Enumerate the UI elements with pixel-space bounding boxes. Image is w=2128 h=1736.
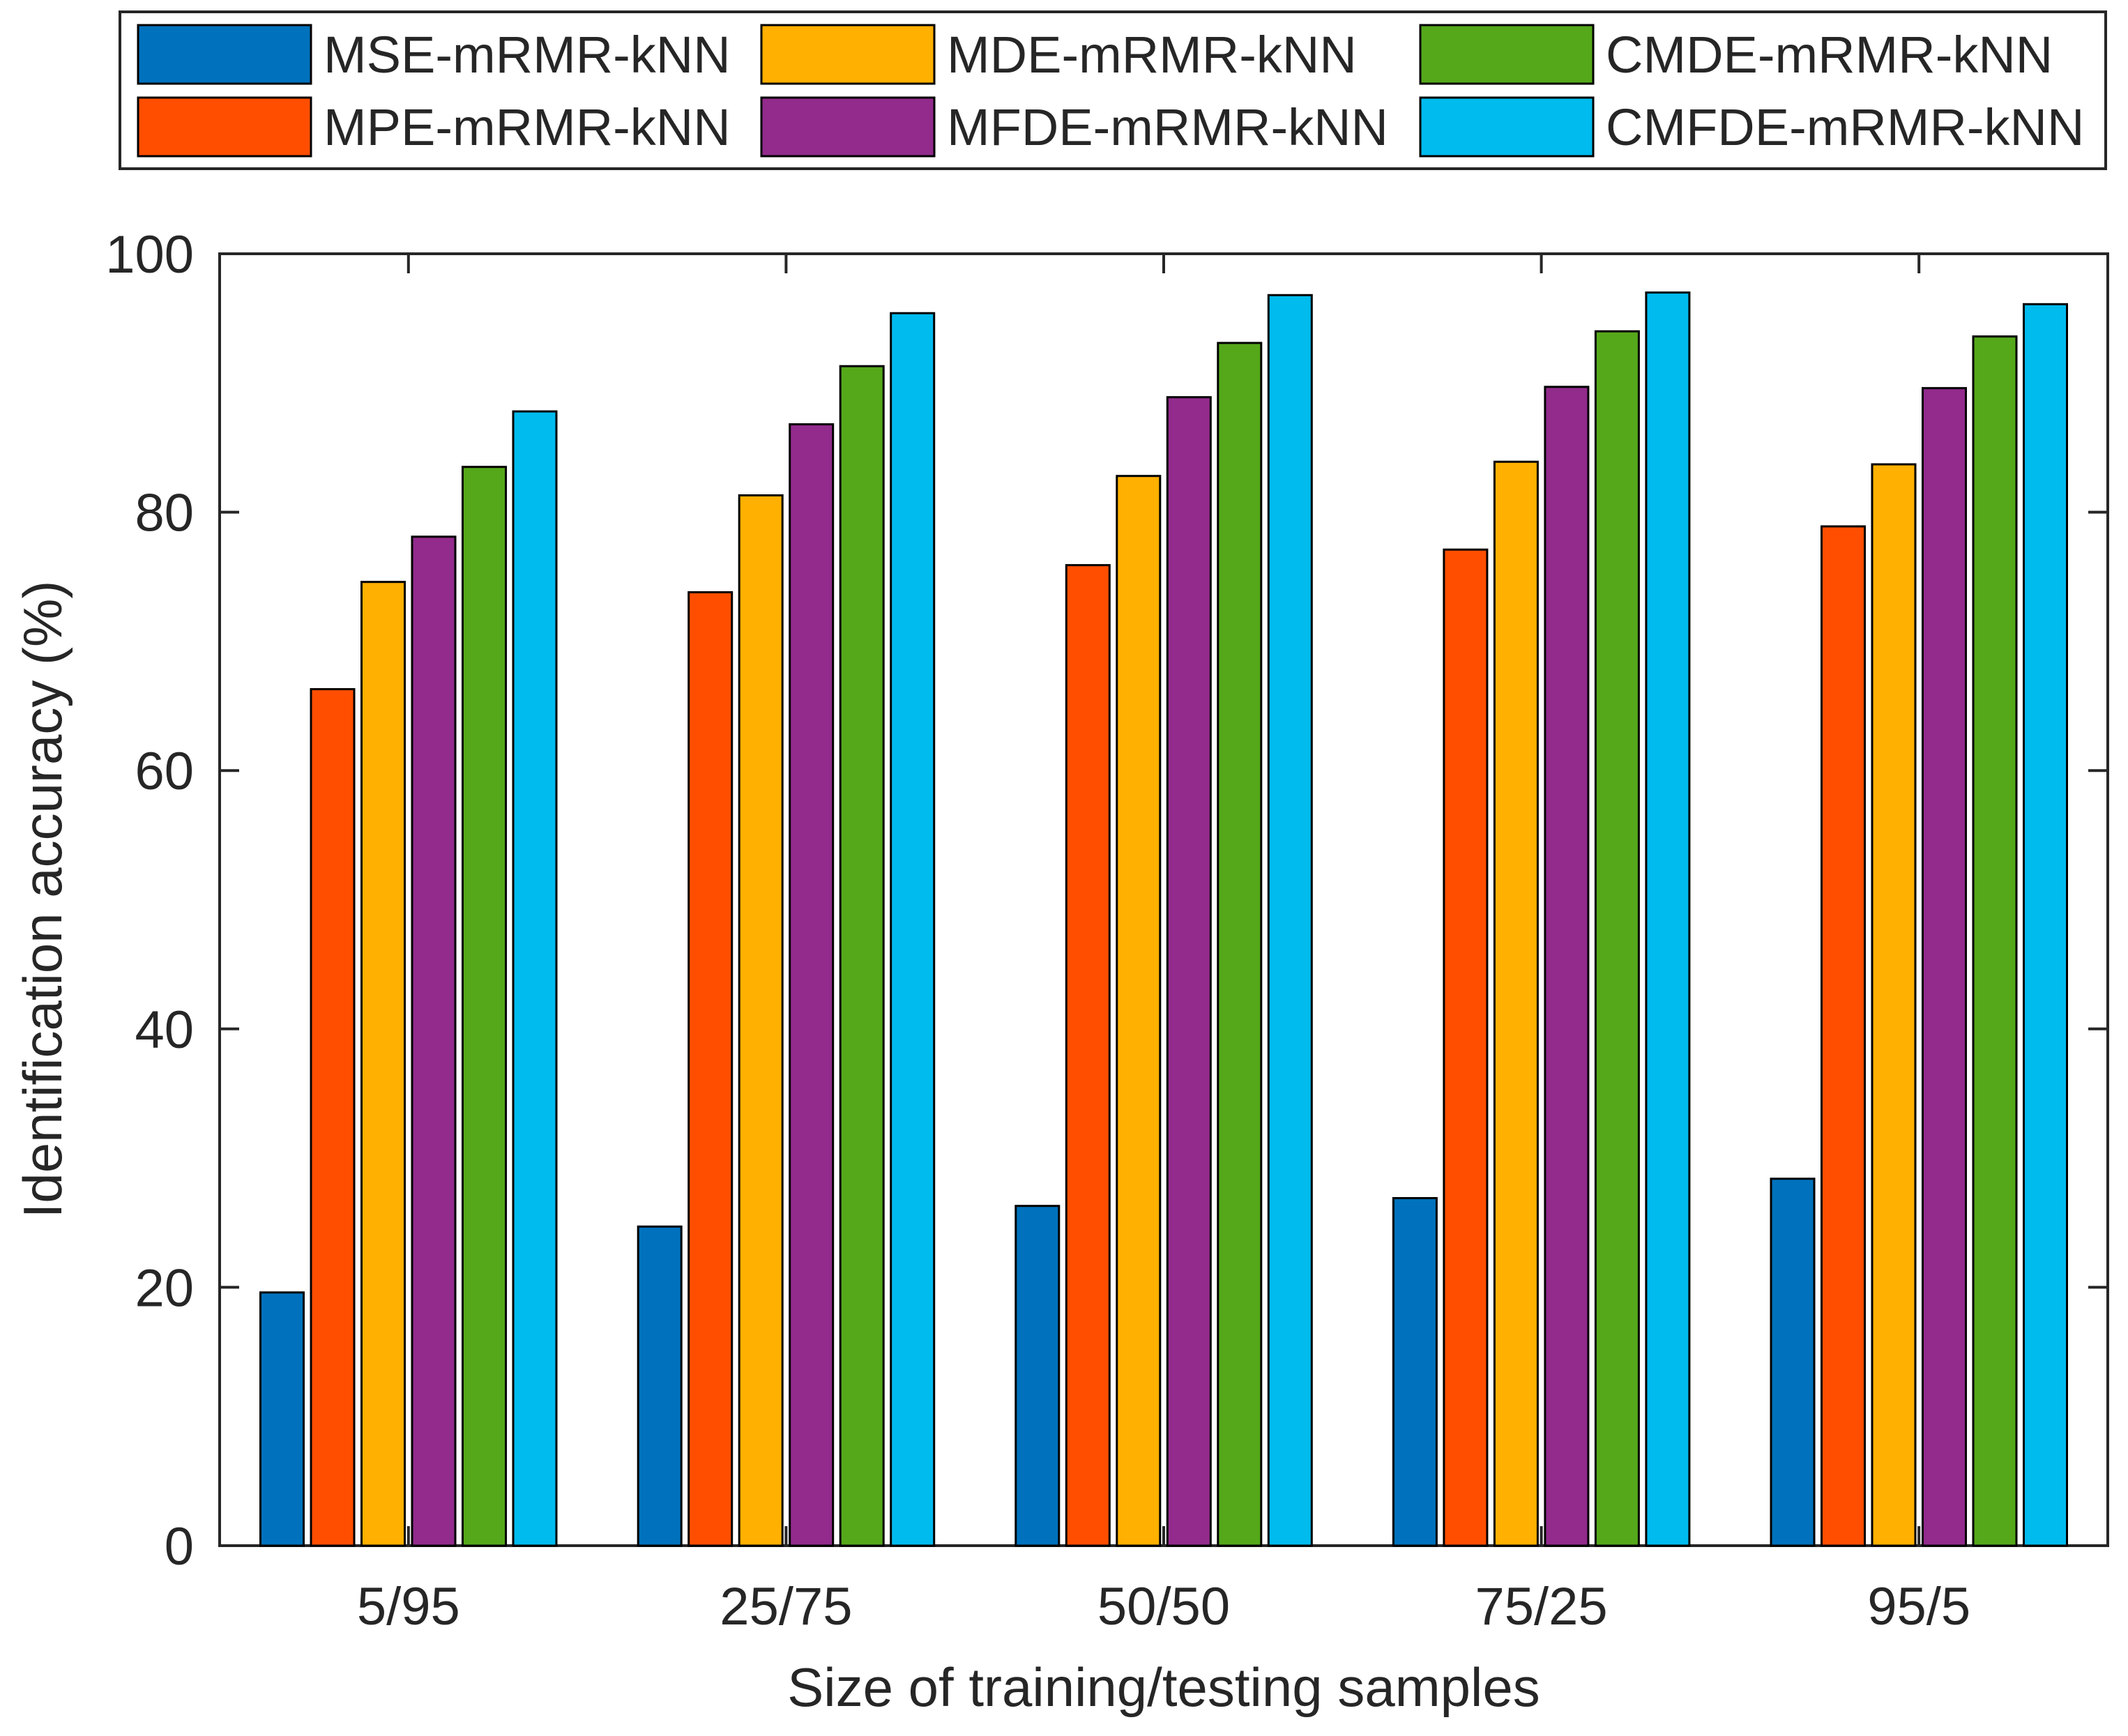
bar-mfde-mrmr-knn-25-75 xyxy=(789,423,835,1547)
bars-layer xyxy=(259,291,2068,1547)
bar-cmfde-mrmr-knn-75-25 xyxy=(1645,291,1691,1547)
y-tick-label: 40 xyxy=(135,1000,194,1060)
bar-mpe-mrmr-knn-75-25 xyxy=(1443,548,1489,1547)
legend-label: CMDE-mRMR-kNN xyxy=(1606,26,2053,84)
bar-cmfde-mrmr-knn-95-5 xyxy=(2023,303,2068,1547)
bar-mfde-mrmr-knn-75-25 xyxy=(1544,386,1590,1547)
bar-mse-mrmr-knn-25-75 xyxy=(637,1225,683,1547)
y-tick-label: 60 xyxy=(135,742,194,801)
x-tick-label: 75/25 xyxy=(1475,1577,1608,1636)
legend-swatch xyxy=(137,96,312,158)
bar-cmde-mrmr-knn-95-5 xyxy=(1972,335,2018,1547)
bar-mfde-mrmr-knn-95-5 xyxy=(1922,387,1967,1547)
bar-mde-mrmr-knn-75-25 xyxy=(1493,460,1539,1547)
bar-mse-mrmr-knn-50-50 xyxy=(1014,1205,1061,1547)
bar-cmde-mrmr-knn-25-75 xyxy=(839,365,885,1547)
x-tick-label: 25/75 xyxy=(720,1577,852,1636)
bar-mfde-mrmr-knn-50-50 xyxy=(1166,396,1212,1547)
bar-mde-mrmr-knn-50-50 xyxy=(1116,475,1162,1547)
legend-box xyxy=(119,10,2107,170)
y-axis-label: Identification accuracy (%) xyxy=(12,581,73,1219)
legend-swatch xyxy=(760,96,936,158)
legend-label: CMFDE-mRMR-kNN xyxy=(1606,98,2084,156)
legend-swatch xyxy=(1419,96,1595,158)
legend-swatch xyxy=(1419,24,1595,85)
bar-mde-mrmr-knn-95-5 xyxy=(1871,463,1917,1547)
legend-label: MFDE-mRMR-kNN xyxy=(947,98,1388,156)
bar-mpe-mrmr-knn-50-50 xyxy=(1065,564,1111,1547)
x-tick-label: 5/95 xyxy=(357,1577,460,1636)
bar-cmde-mrmr-knn-5-95 xyxy=(462,466,507,1547)
legend-label: MDE-mRMR-kNN xyxy=(947,26,1357,84)
bar-mpe-mrmr-knn-25-75 xyxy=(687,591,734,1547)
y-tick-label: 80 xyxy=(135,484,194,543)
bar-mse-mrmr-knn-95-5 xyxy=(1770,1178,1816,1547)
bar-mse-mrmr-knn-75-25 xyxy=(1392,1197,1438,1547)
x-axis-label: Size of training/testing samples xyxy=(787,1657,1540,1718)
x-axis: 5/95 25/75 50/50 75/25 95/5 xyxy=(357,254,1970,1636)
y-tick-label: 0 xyxy=(165,1517,194,1576)
x-tick-label: 95/5 xyxy=(1867,1577,1970,1636)
bar-mde-mrmr-knn-5-95 xyxy=(360,581,406,1547)
bar-cmde-mrmr-knn-50-50 xyxy=(1217,342,1263,1547)
bar-mse-mrmr-knn-5-95 xyxy=(259,1291,305,1547)
bar-mde-mrmr-knn-25-75 xyxy=(738,494,784,1547)
legend: MSE-mRMR-kNN MPE-mRMR-kNN MDE-mRMR-kNN MFDE… xyxy=(119,10,2107,170)
legend-swatch xyxy=(137,24,312,85)
x-tick-label: 50/50 xyxy=(1097,1577,1230,1636)
bar-mfde-mrmr-knn-5-95 xyxy=(411,535,457,1547)
bar-mpe-mrmr-knn-95-5 xyxy=(1821,525,1866,1547)
legend-swatch xyxy=(760,24,936,85)
bar-cmfde-mrmr-knn-5-95 xyxy=(512,410,558,1547)
y-tick-label: 20 xyxy=(135,1258,194,1318)
y-axis: 0 20 40 60 80 100 xyxy=(105,225,2108,1576)
bar-mpe-mrmr-knn-5-95 xyxy=(310,688,356,1547)
legend-label: MPE-mRMR-kNN xyxy=(324,98,731,156)
bar-cmfde-mrmr-knn-25-75 xyxy=(890,312,936,1547)
bar-cmde-mrmr-knn-75-25 xyxy=(1594,330,1640,1547)
y-tick-label: 100 xyxy=(105,225,194,284)
bar-cmfde-mrmr-knn-50-50 xyxy=(1267,294,1313,1547)
legend-label: MSE-mRMR-kNN xyxy=(324,26,731,84)
